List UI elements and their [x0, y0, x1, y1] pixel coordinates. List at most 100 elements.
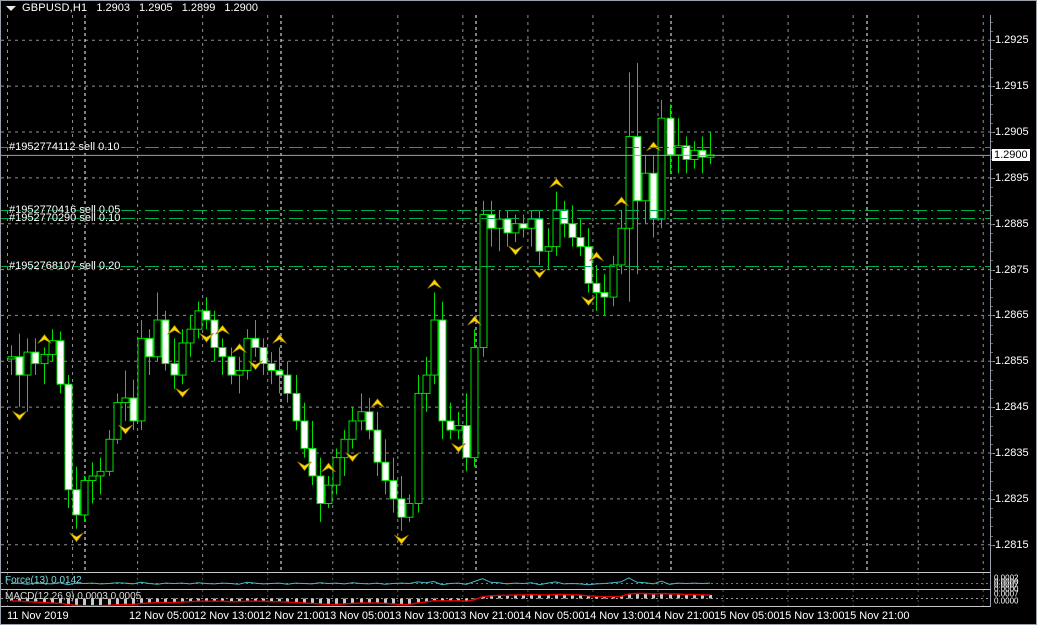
candlestick [357, 393, 366, 431]
ohlc-open: 1.2903 [96, 2, 131, 14]
fractal-up-icon [589, 251, 604, 262]
candlestick [316, 457, 325, 522]
force-line [10, 577, 711, 586]
candlestick [609, 255, 618, 307]
candlestick [332, 448, 341, 495]
force-indicator-subwindow[interactable]: Force(13) 0.0142 [1, 572, 990, 588]
candlestick [430, 292, 439, 385]
candlestick [300, 402, 309, 458]
candlestick [31, 338, 40, 376]
candlestick [633, 63, 642, 275]
candlestick [218, 338, 227, 376]
price-tick-label: 1.2875 [995, 263, 1029, 276]
time-tick-label: 12 Nov 05:00 [129, 610, 195, 622]
fractal-down-icon [394, 534, 409, 545]
time-tick-label: 12 Nov 21:00 [259, 610, 325, 622]
fractal-up-icon [321, 462, 336, 473]
order-label[interactable]: #1952770416 sell 0.05 [9, 204, 121, 216]
candlestick [178, 329, 187, 385]
price-tick-label: 1.2915 [995, 80, 1029, 93]
candlestick [560, 200, 569, 238]
time-tick-label: 14 Nov 05:00 [519, 610, 585, 622]
candlestick [625, 72, 634, 302]
candlestick [405, 494, 414, 522]
candlestick [414, 375, 423, 513]
macd-indicator-subwindow[interactable]: MACD(12,26,9) 0.0003 0.0005 [1, 589, 990, 607]
candlestick [96, 457, 105, 495]
fractal-up-icon [167, 324, 182, 335]
fractal-down-icon [199, 332, 214, 343]
candlestick [479, 200, 488, 357]
candlestick [129, 379, 138, 431]
indicator-scale-label: 0.0007 [994, 589, 1019, 599]
price-axis[interactable]: 1.2925 1.2915 1.2905 1.2895 1.2885 1.2875 1.28… [990, 15, 1036, 607]
candlestick [251, 320, 260, 357]
time-tick-label: 11 Nov 2019 [7, 610, 69, 622]
price-chart-plot[interactable] [1, 15, 990, 570]
candlestick [283, 361, 292, 403]
indicator-scale-label: 0.0000 [994, 577, 1019, 587]
time-tick-label: 13 Nov 05:00 [324, 610, 390, 622]
candlestick [617, 209, 626, 275]
candlestick [161, 310, 170, 371]
candlestick [153, 292, 162, 362]
time-tick-label: 13 Nov 21:00 [454, 610, 520, 622]
candlestick [576, 219, 585, 256]
order-label[interactable]: #1952774112 sell 0.10 [9, 141, 120, 153]
chevron-down-icon[interactable] [6, 5, 16, 11]
fractal-up-icon [614, 196, 629, 207]
candlestick [308, 420, 317, 486]
candlestick [105, 430, 114, 476]
candlestick [275, 347, 284, 394]
candlestick [487, 200, 496, 247]
candlestick [641, 154, 650, 224]
time-tick-label: 14 Nov 21:00 [649, 610, 715, 622]
candlestick [568, 205, 577, 247]
indicator-scale-label: 0.0000 [994, 584, 1019, 594]
indicator-scale-label: 0.0000 [994, 596, 1019, 606]
fractal-down-icon [581, 296, 596, 306]
candlestick [454, 411, 463, 440]
fractal-up-icon [427, 279, 442, 289]
fractal-up-icon [467, 315, 482, 326]
candlestick [7, 345, 16, 376]
chart-title-bar: GBPUSD,H1 1.2903 1.2905 1.2899 1.2900 [1, 1, 1036, 15]
current-price-badge: 1.2900 [992, 148, 1030, 161]
order-label[interactable]: #1952768107 sell 0.20 [9, 260, 121, 272]
ohlc-high: 1.2905 [139, 2, 173, 14]
force-indicator-label: Force(13) 0.0142 [5, 575, 82, 586]
price-tick-label: 1.2855 [995, 355, 1029, 368]
candlestick [552, 191, 561, 256]
price-tick-label: 1.2865 [995, 309, 1029, 322]
candlestick [706, 131, 715, 165]
candlestick [470, 329, 479, 467]
candlestick [666, 104, 675, 174]
price-tick-label: 1.2815 [995, 538, 1029, 551]
time-axis[interactable]: 11 Nov 2019 12 Nov 05:00 12 Nov 13:00 12 No… [1, 608, 1036, 624]
fractal-down-icon [532, 268, 547, 279]
candlestick [40, 347, 49, 385]
price-tick-label: 1.2885 [995, 217, 1029, 230]
candlestick [145, 329, 154, 376]
price-tick-label: 1.2835 [995, 447, 1029, 460]
fractal-up-icon [549, 178, 564, 188]
candlestick [674, 118, 683, 174]
order-label[interactable]: #1952770290 sell 0.10 [9, 212, 121, 224]
ohlc-close: 1.2900 [224, 2, 258, 14]
candlestick [324, 475, 333, 509]
candlestick [397, 475, 406, 532]
price-tick-label: 1.2925 [995, 34, 1029, 47]
fractal-down-icon [345, 452, 360, 462]
fractal-down-icon [508, 245, 523, 256]
time-tick-label: 14 Nov 13:00 [584, 610, 650, 622]
candlestick [438, 301, 447, 440]
fractal-down-icon [451, 443, 466, 453]
candlestick [340, 430, 349, 476]
macd-signal-line [10, 592, 711, 606]
candlestick [657, 99, 666, 229]
time-tick-label: 12 Nov 13:00 [194, 610, 260, 622]
candlestick [495, 209, 504, 252]
candlestick [194, 301, 203, 339]
candlestick [600, 274, 609, 316]
candlestick [292, 375, 301, 431]
